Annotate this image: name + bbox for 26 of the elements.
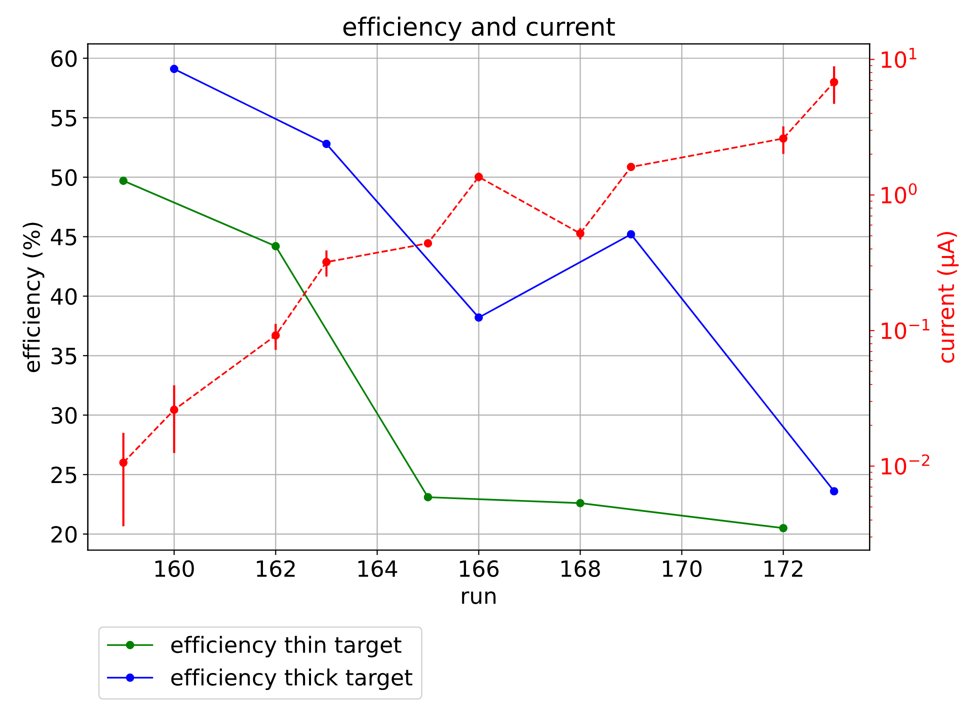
x-tick-label: 162	[256, 560, 295, 578]
y-tick-label: 60	[51, 50, 77, 68]
x-tick-label: 168	[561, 560, 600, 578]
y-tick-label: 20	[51, 526, 77, 543]
y-tick-label: 55	[52, 110, 76, 126]
y2-tick-label: 10$^{1}$	[882, 48, 916, 68]
x-tick-label: 164	[358, 560, 398, 578]
x-tick-label: 172	[764, 560, 802, 577]
y2-axis-title: current (µA)	[937, 232, 959, 363]
legend-label: efficiency thin target	[171, 636, 402, 658]
y-tick-label: 30	[52, 407, 77, 424]
y-tick-label: 25	[51, 466, 76, 484]
x-tick-label: 170	[663, 560, 702, 578]
x-tick-label: 160	[155, 560, 194, 578]
y-tick-label: 45	[50, 228, 76, 246]
legend-label: efficiency thick target	[171, 668, 412, 690]
y2-tick-label: 10$^{−2}$	[882, 454, 930, 475]
chart-title: efficiency and current	[343, 16, 615, 41]
y-tick-label: 50	[52, 169, 77, 186]
y-axis-title: efficiency (%)	[22, 222, 44, 372]
y2-tick-label: 10$^{−1}$	[882, 318, 930, 340]
y2-tick-label: 10$^{0}$	[882, 183, 917, 204]
x-tick-label: 166	[460, 560, 499, 578]
x-axis-title: run	[462, 591, 496, 604]
y-tick-label: 40	[50, 288, 77, 305]
y-tick-label: 35	[52, 348, 76, 364]
